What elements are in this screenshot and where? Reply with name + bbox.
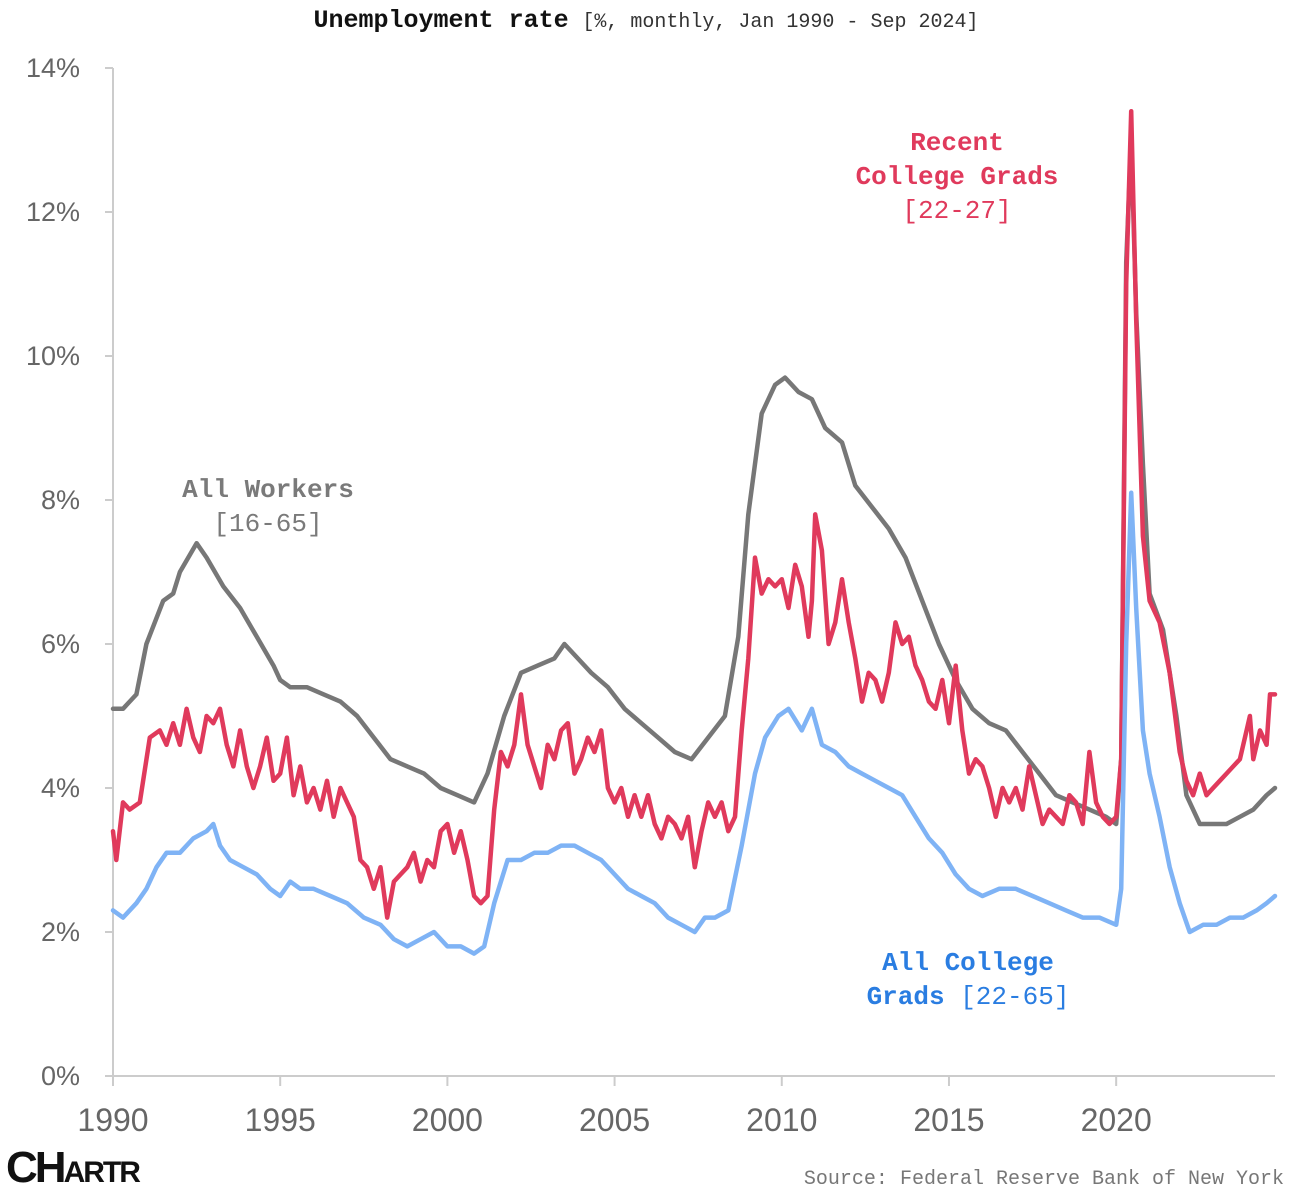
y-tick-label: 2% [41,917,80,947]
chart-title: Unemployment rate [%, monthly, Jan 1990 … [0,6,1292,35]
y-tick-label: 8% [41,485,80,515]
y-tick-label: 4% [41,773,80,803]
source-note: Source: Federal Reserve Bank of New York [803,1168,1284,1191]
series-label-recent-college-grads: Recent College Grads [22-27] [856,128,1059,226]
series-label-line: All Workers [182,475,354,505]
logo-text-big: CH [6,1143,67,1192]
series-label-line: Grads [22-65] [867,982,1070,1012]
series-range-label: [22-27] [902,196,1011,226]
series-label-all-college-grads: All College Grads [22-65] [867,948,1070,1012]
x-tick-label: 2000 [412,1102,483,1138]
x-tick-label: 1990 [77,1102,148,1138]
x-tick-label: 2020 [1081,1102,1152,1138]
y-tick-label: 14% [26,53,80,83]
x-tick-label: 2005 [579,1102,650,1138]
series-line-recent-college-grads [110,108,1278,920]
y-tick-label: 12% [26,197,80,227]
x-tick-label: 1995 [245,1102,316,1138]
series-label-line: All College [882,948,1054,978]
series-label-line: College Grads [856,162,1059,192]
series-label-all-workers: All Workers [16-65] [182,475,354,539]
chart-series-labels: All Workers [16-65] Recent College Grads [22… [182,128,1069,1012]
series-range-label: [16-65] [213,509,322,539]
series-label-line: Recent [910,128,1004,158]
chartr-logo: CHARTR [6,1143,141,1192]
chart-series [110,108,1278,956]
chart-axes: 0% 2% 4% 6% 8% 10% 12% 14% 1990 1995 2000 2005 2010 2… [26,53,1275,1138]
x-tick-label: 2015 [913,1102,984,1138]
chart-title-subtitle: [%, monthly, Jan 1990 - Sep 2024] [582,11,979,34]
y-tick-label: 6% [41,629,80,659]
y-tick-label: 0% [41,1061,80,1091]
x-tick-label: 2010 [746,1102,817,1138]
logo-text-small: ARTR [63,1156,141,1189]
chart-title-main: Unemployment rate [313,6,569,35]
y-tick-label: 10% [26,341,80,371]
series-line-all-college-grads [110,490,1278,956]
